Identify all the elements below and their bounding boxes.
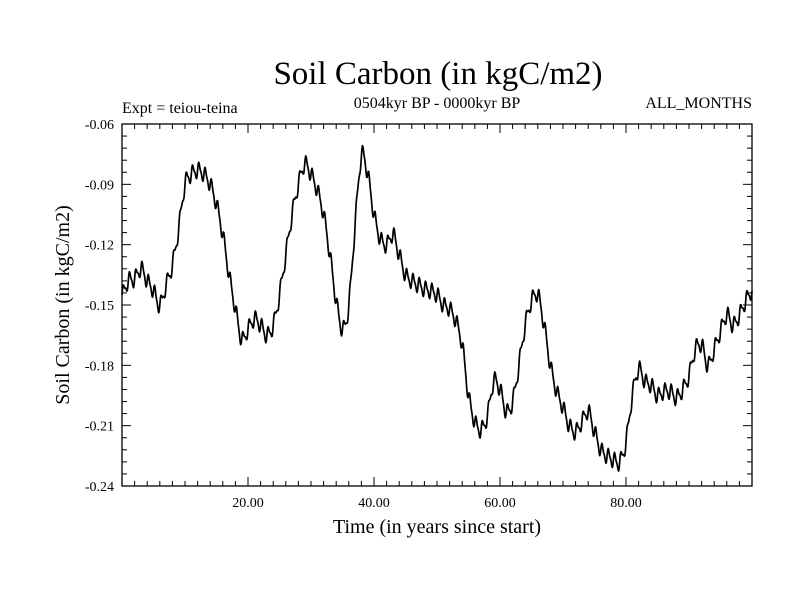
y-tick-label: -0.15 [85, 299, 114, 314]
y-tick-label: -0.18 [85, 359, 114, 374]
y-axis-label: Soil Carbon (in kgC/m2) [52, 205, 74, 404]
chart-subtitle: 0504kyr BP - 0000kyr BP [354, 95, 521, 112]
plot-frame [121, 123, 753, 487]
x-axis-label: Time (in years since start) [333, 516, 541, 538]
x-tick-label: 20.00 [232, 496, 264, 511]
y-tick-label: -0.12 [85, 239, 114, 254]
soil-carbon-line [121, 144, 753, 472]
y-tick-label: -0.09 [85, 178, 114, 193]
x-tick-label: 40.00 [358, 496, 390, 511]
x-axis-tick-labels: 20.00 40.00 60.00 80.00 [232, 496, 642, 511]
chart-title: Soil Carbon (in kgC/m2) [273, 56, 602, 92]
y-axis-tick-labels: -0.06 -0.09 -0.12 -0.15 -0.18 -0.21 -0.24 [85, 118, 114, 495]
y-tick-label: -0.24 [85, 480, 114, 495]
experiment-label: Expt = teiou-teina [122, 100, 238, 117]
x-tick-label: 80.00 [610, 496, 642, 511]
y-axis-ticks [122, 135, 752, 475]
y-tick-label: -0.21 [85, 420, 114, 435]
x-axis-ticks [134, 124, 740, 486]
y-tick-label: -0.06 [85, 118, 114, 133]
x-tick-label: 60.00 [484, 496, 516, 511]
months-label: ALL_MONTHS [645, 95, 752, 112]
